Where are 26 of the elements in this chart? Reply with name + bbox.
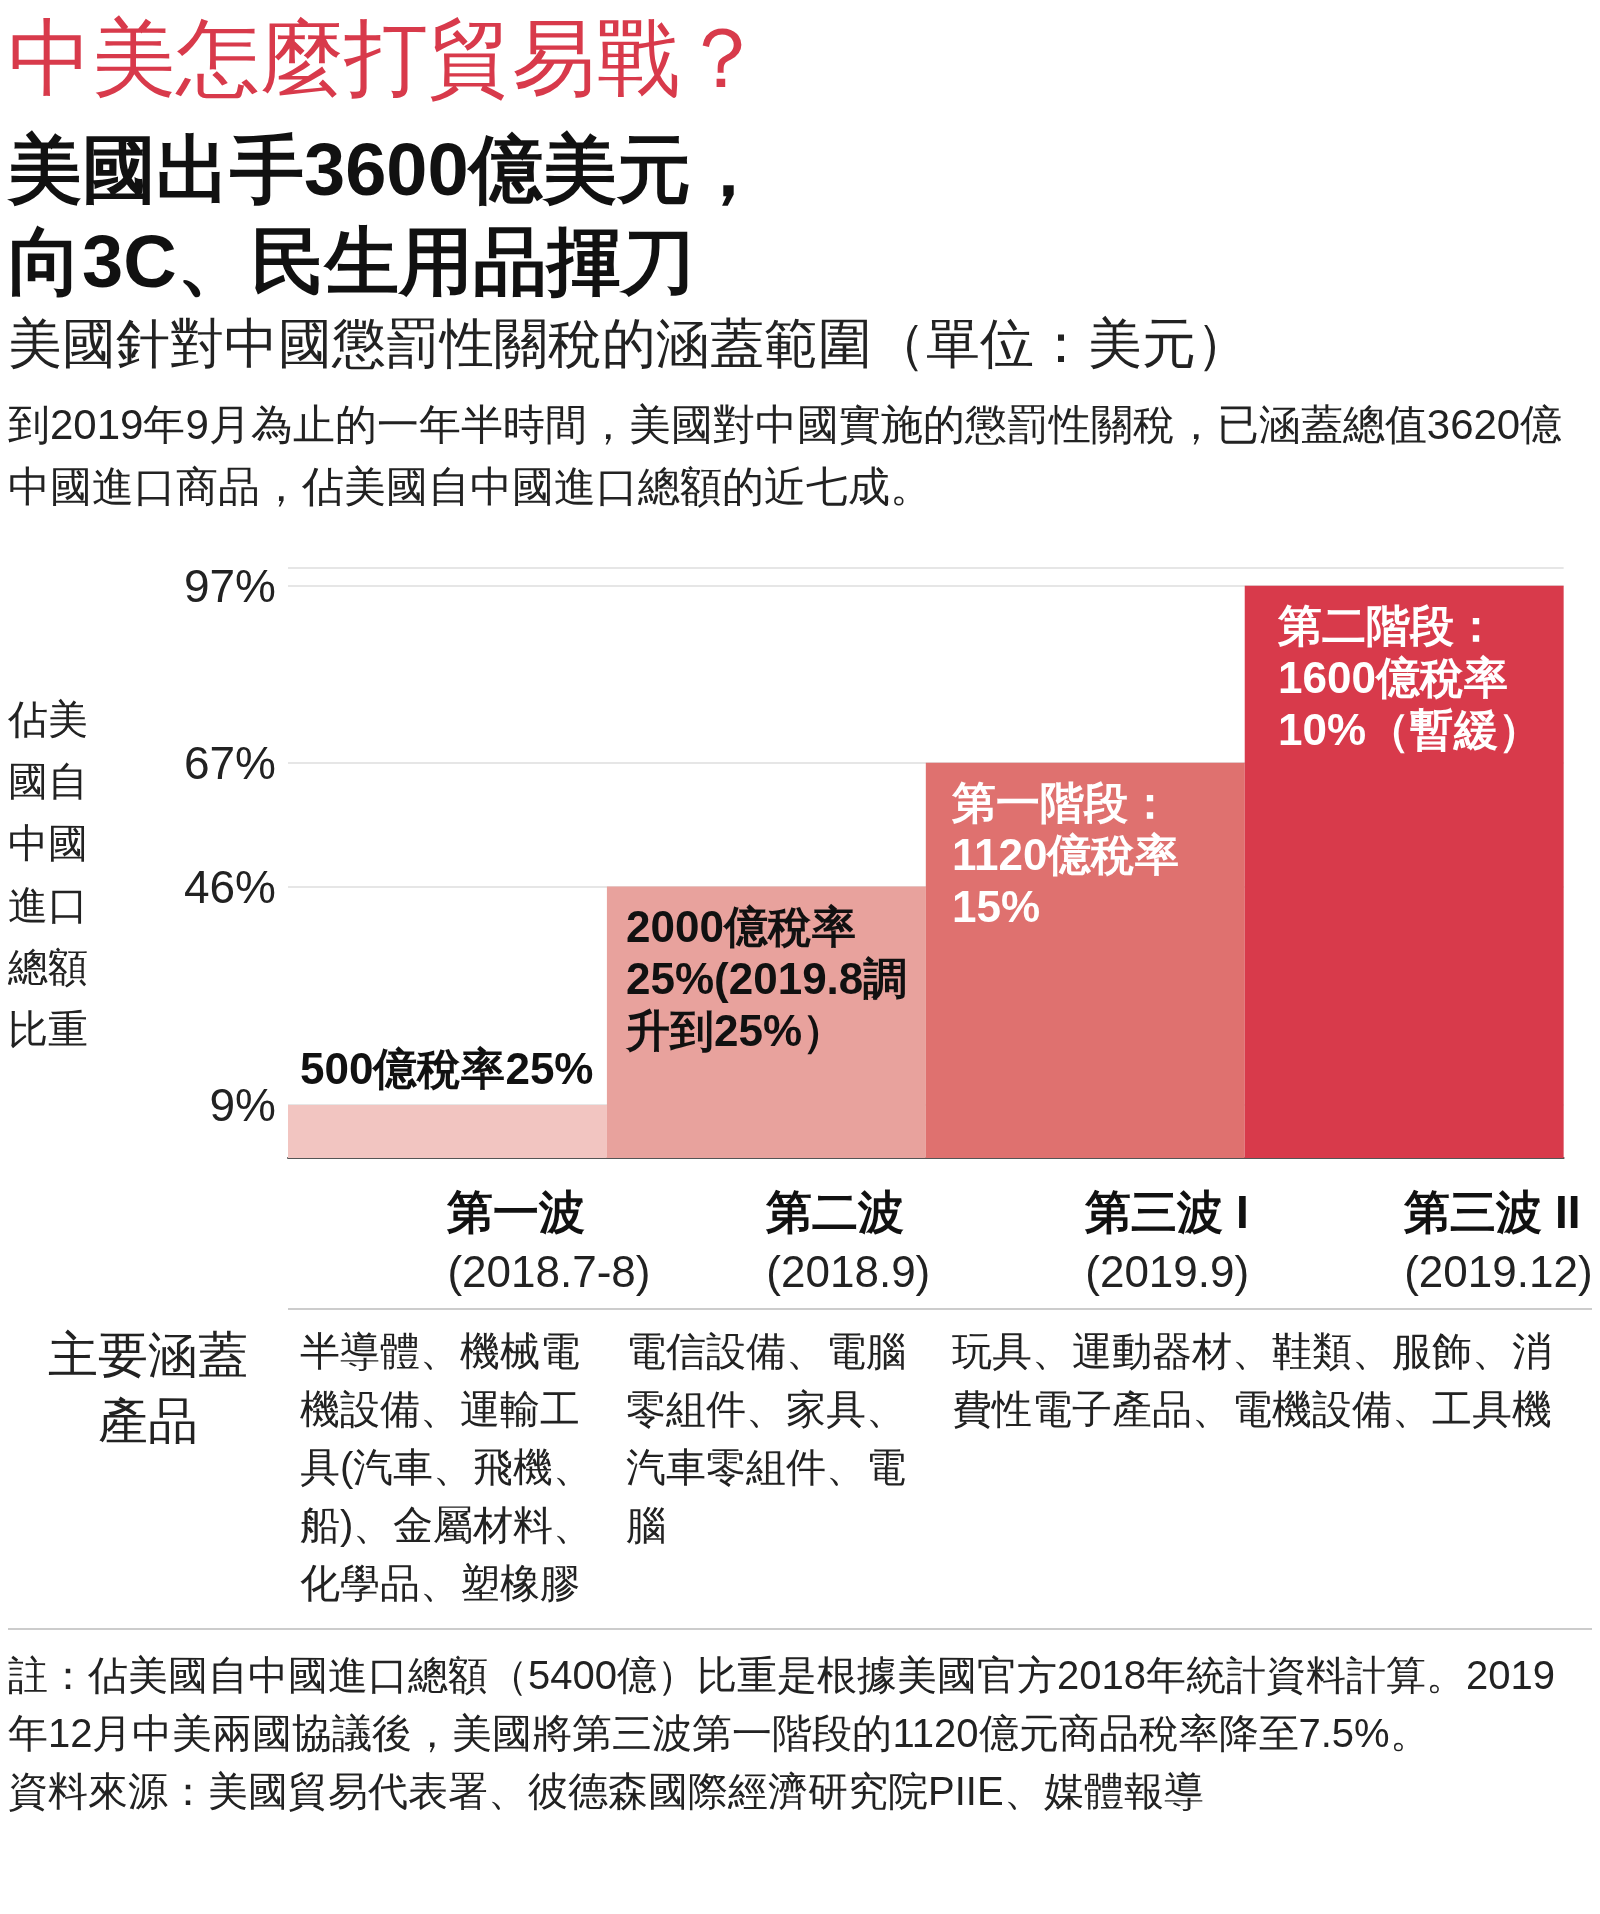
y-tick-label: 9% bbox=[209, 1078, 276, 1131]
text: 玩具、運動器材、鞋類、服飾、消費性電子產品、電機設備、工具機 bbox=[951, 1328, 1553, 1433]
text: 半導體、機械電機設備、運輸工具(汽車、飛機、船)、金屬材料、化學品、塑橡膠 bbox=[299, 1328, 595, 1607]
bar bbox=[1244, 585, 1564, 1158]
text: 註：佔美國自中國進口總額（5400億）比重是根據美國官方2018年統計資料計算。2019年12月中美兩國協議後，美國將第三波第一階段的1120億元商品稅率降至7.5%。 bbox=[8, 1652, 1556, 1757]
y-tick-label: 67% bbox=[183, 736, 276, 789]
x-tick-label: 第三波 I (2019.9) bbox=[1084, 1186, 1250, 1296]
y-tick-label: 46% bbox=[183, 860, 276, 913]
y-tick-label: 97% bbox=[183, 559, 276, 612]
y-axis-title: 佔美國自中國進口總額比重 bbox=[7, 697, 88, 1051]
text: 美國針對中國懲罰性關稅的涵蓋範圍（單位：美元） bbox=[8, 312, 1251, 375]
text: 主要涵蓋產品 bbox=[47, 1326, 249, 1451]
chart-title: 中美怎麼打貿易戰？ bbox=[8, 10, 765, 107]
bar bbox=[288, 1104, 607, 1158]
annotation: 第一階段：1120億稅率15% bbox=[951, 778, 1180, 932]
x-tick-label: 第三波 II (2019.12) bbox=[1403, 1186, 1593, 1296]
x-tick-label: 第一波 (2018.7-8) bbox=[446, 1186, 651, 1296]
source-note: 資料來源：美國貿易代表署、彼德森國際經濟研究院PIIE、媒體報導 bbox=[8, 1768, 1205, 1815]
bar bbox=[925, 762, 1245, 1158]
x-tick-label: 第二波 (2018.9) bbox=[765, 1186, 931, 1296]
annotation: 2000億稅率25%(2019.8調升到25%） bbox=[625, 902, 908, 1056]
annotation: 500億稅率25% bbox=[300, 1044, 594, 1094]
text: 到2019年9月為止的一年半時間，美國對中國實施的懲罰性關稅，已涵蓋總值3620億中國進口商品，佔美國自中國進口總額的近七成。 bbox=[8, 400, 1564, 512]
text: 電信設備、電腦零組件、家具、汽車零組件、電腦 bbox=[625, 1328, 907, 1549]
chart-subtitle: 美國出手3600億美元，向3C、民生用品揮刀 bbox=[8, 127, 766, 305]
annotation: 第二階段：1600億稅率10%（暫緩） bbox=[1277, 601, 1543, 755]
